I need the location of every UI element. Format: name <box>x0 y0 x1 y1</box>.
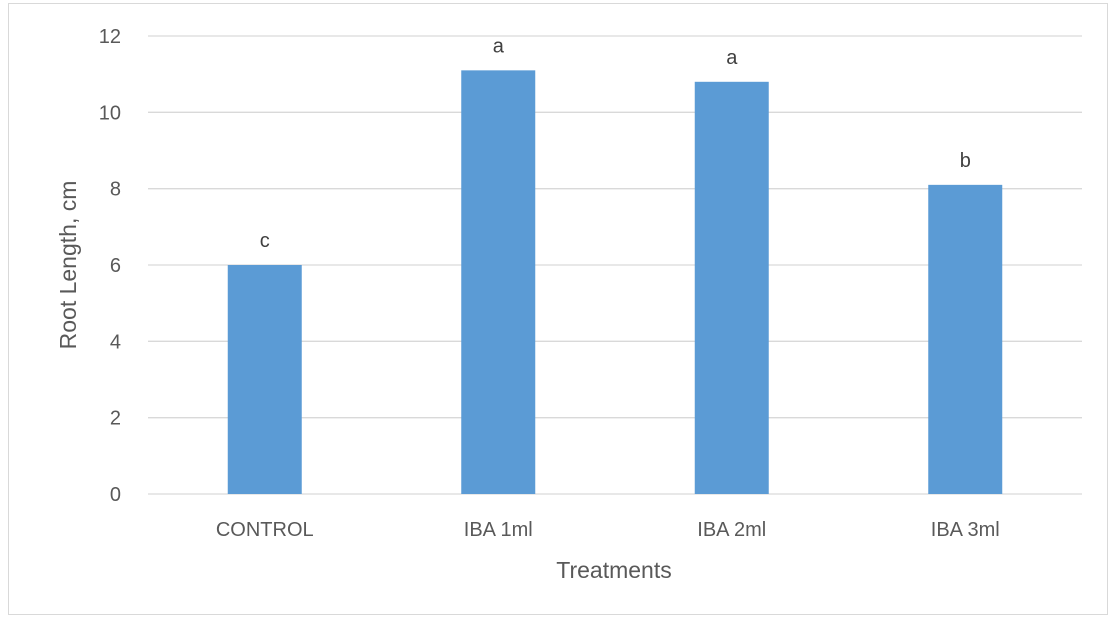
bar-data-label: a <box>726 47 738 69</box>
bar <box>928 184 1003 494</box>
bar <box>227 265 302 494</box>
gridlines <box>148 35 1082 495</box>
x-axis-title: Treatments <box>556 557 671 583</box>
y-tick-label: 8 <box>110 179 121 201</box>
bar-data-label: a <box>493 35 505 57</box>
x-tick-label: CONTROL <box>216 519 314 541</box>
bar <box>461 70 536 494</box>
y-tick-label: 10 <box>99 102 121 124</box>
y-axis-title: Root Length, cm <box>55 181 81 350</box>
y-tick-label: 2 <box>110 408 121 430</box>
x-tick-label: IBA 1ml <box>464 519 533 541</box>
x-tick-label: IBA 2ml <box>697 519 766 541</box>
y-tick-label: 12 <box>99 26 121 48</box>
x-axis-tick-labels: CONTROL IBA 1ml IBA 2ml IBA 3ml <box>216 519 1000 541</box>
y-tick-label: 0 <box>110 484 121 506</box>
y-tick-label: 6 <box>110 255 121 277</box>
y-tick-label: 4 <box>110 331 121 353</box>
chart-frame <box>8 3 1108 615</box>
x-tick-label: IBA 3ml <box>931 519 1000 541</box>
bars <box>227 70 1003 495</box>
bar <box>694 81 769 495</box>
bar-data-label: c <box>260 230 270 252</box>
y-axis-tick-labels: 0 2 4 6 8 10 12 <box>99 26 121 506</box>
bar-data-labels: c a a b <box>260 35 971 252</box>
bar-data-label: b <box>960 150 971 172</box>
